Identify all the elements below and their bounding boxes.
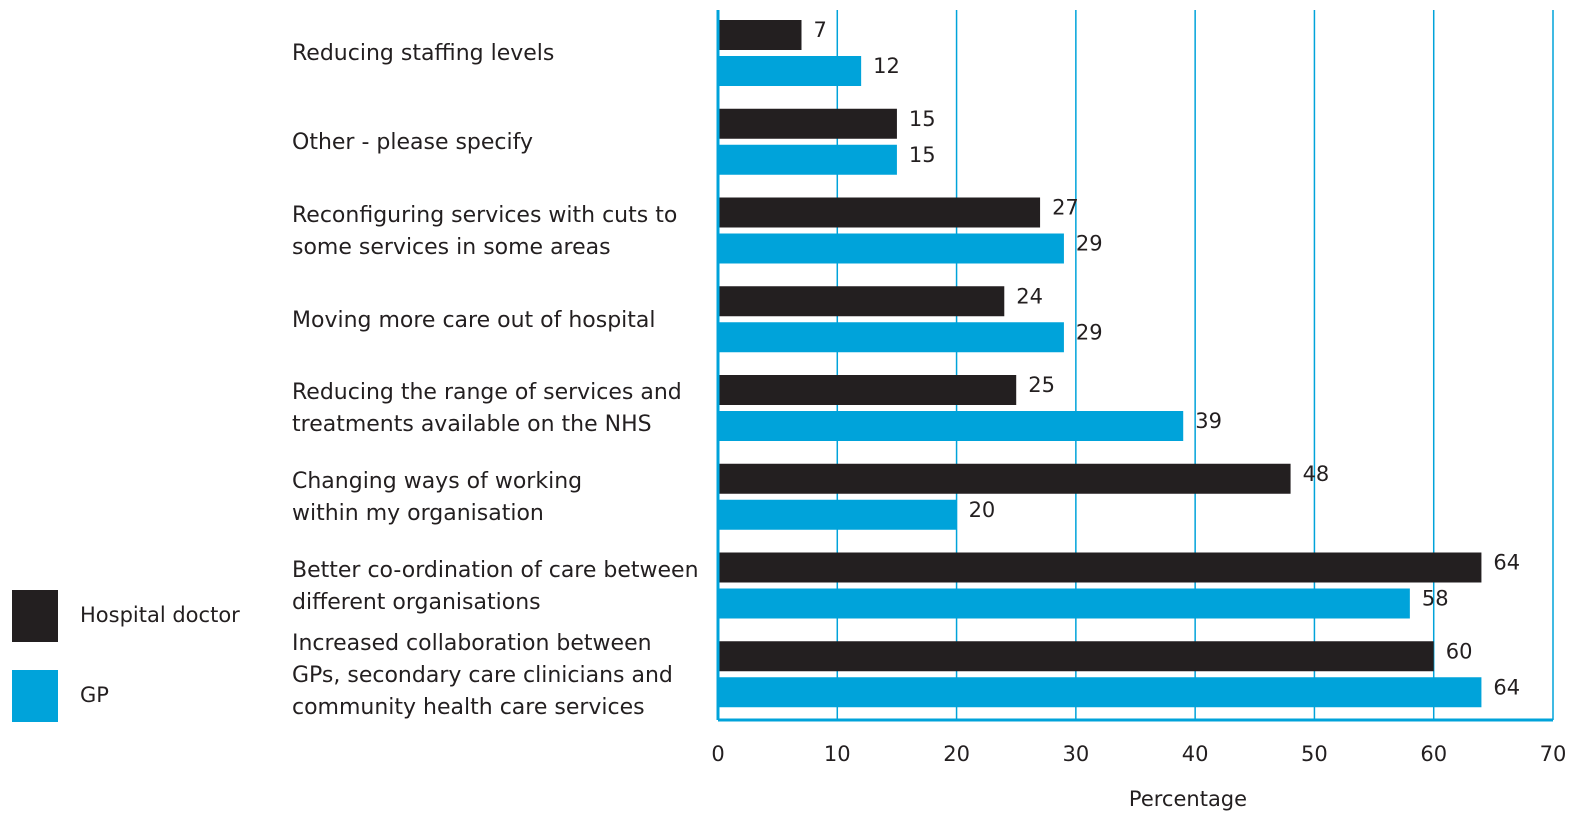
bar	[718, 375, 1017, 405]
x-tick-label: 40	[1182, 742, 1209, 766]
legend-swatch	[12, 670, 58, 722]
value-label: 15	[909, 143, 936, 167]
bar	[718, 588, 1410, 619]
category-label: Better co-ordination of care between dif…	[292, 557, 699, 615]
x-tick-label: 30	[1062, 742, 1089, 766]
category-label: Reducing staffing levels	[292, 41, 555, 67]
value-label: 64	[1493, 551, 1520, 575]
value-label: 48	[1303, 462, 1330, 486]
legend-label: Hospital doctor	[80, 603, 240, 627]
legend-label: GP	[80, 683, 109, 707]
category-label: Changing ways of working within my organ…	[292, 469, 583, 527]
legend-swatch	[12, 590, 58, 642]
bar	[718, 56, 862, 86]
bar	[718, 20, 802, 50]
value-label: 64	[1493, 675, 1520, 699]
bar	[718, 233, 1064, 264]
bar	[718, 499, 957, 530]
x-tick-label: 20	[943, 742, 970, 766]
category-label: Other - please specify	[292, 130, 534, 156]
value-label: 7	[814, 18, 827, 42]
value-label: 60	[1446, 639, 1473, 663]
bar	[718, 411, 1184, 441]
bar	[718, 641, 1434, 672]
value-label: 29	[1076, 232, 1103, 256]
value-label: 24	[1016, 284, 1043, 308]
value-label: 39	[1195, 409, 1222, 433]
x-tick-label: 70	[1540, 742, 1567, 766]
bar	[718, 197, 1041, 228]
bar	[718, 677, 1482, 708]
value-label: 25	[1028, 373, 1055, 397]
category-label: Increased collaboration between GPs, sec…	[292, 630, 673, 720]
x-axis-label: Percentage	[1129, 787, 1247, 811]
category-label: Reducing the range of services and treat…	[292, 380, 682, 438]
bar	[718, 322, 1064, 353]
bar	[718, 144, 897, 175]
value-label: 58	[1422, 587, 1449, 611]
value-label: 29	[1076, 320, 1103, 344]
value-label: 27	[1052, 196, 1079, 220]
x-tick-label: 50	[1301, 742, 1328, 766]
value-label: 15	[909, 107, 936, 131]
x-tick-label: 60	[1420, 742, 1447, 766]
x-tick-label: 10	[824, 742, 851, 766]
bar	[718, 286, 1005, 317]
value-label: 20	[969, 498, 996, 522]
category-label: Reconfiguring services with cuts to some…	[292, 202, 678, 260]
bar	[718, 108, 897, 139]
category-label: Moving more care out of hospital	[292, 307, 656, 333]
bar	[718, 463, 1291, 494]
x-tick-label: 0	[711, 742, 724, 766]
bar	[718, 552, 1482, 583]
value-label: 12	[873, 54, 900, 78]
